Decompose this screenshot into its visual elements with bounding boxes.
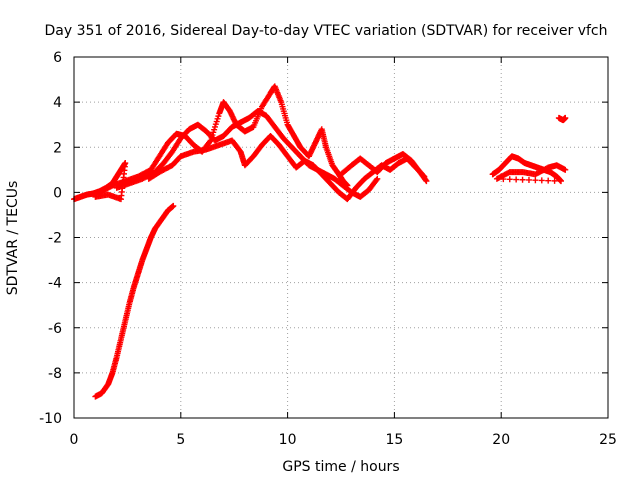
x-tick-label: 20 bbox=[492, 432, 510, 448]
y-tick-label: 6 bbox=[53, 50, 62, 66]
point-marker bbox=[213, 118, 220, 125]
x-tick-label: 5 bbox=[176, 432, 185, 448]
y-ticks: -10 -8 -6 -4 -2 0 2 4 6 bbox=[39, 50, 608, 427]
point-marker bbox=[538, 177, 545, 184]
y-tick-label: 0 bbox=[53, 185, 62, 201]
point-marker bbox=[170, 202, 177, 209]
point-marker bbox=[211, 123, 218, 130]
series-steep-rise bbox=[92, 202, 177, 400]
point-marker bbox=[562, 166, 569, 173]
point-marker bbox=[423, 178, 430, 185]
x-tick-label: 10 bbox=[279, 432, 297, 448]
y-tick-label: -6 bbox=[48, 321, 62, 337]
x-tick-label: 25 bbox=[599, 432, 617, 448]
point-marker bbox=[374, 175, 381, 182]
point-marker bbox=[545, 177, 552, 184]
point-marker bbox=[206, 138, 213, 145]
x-tick-label: 15 bbox=[385, 432, 403, 448]
x-axis-label: GPS time / hours bbox=[282, 459, 399, 475]
grid bbox=[74, 57, 608, 418]
y-tick-label: 2 bbox=[53, 140, 62, 156]
point-marker bbox=[92, 193, 99, 200]
y-tick-label: -8 bbox=[48, 366, 62, 382]
point-marker bbox=[373, 176, 380, 183]
plot-frame bbox=[73, 56, 609, 419]
series-upper-arc-b bbox=[113, 108, 381, 200]
point-marker bbox=[506, 176, 513, 183]
point-marker bbox=[214, 115, 221, 122]
series-late-hours bbox=[338, 151, 430, 185]
series-outlier bbox=[555, 114, 569, 124]
point-marker bbox=[519, 176, 526, 183]
x-ticks: 0 5 10 15 20 25 bbox=[70, 57, 617, 448]
y-tick-label: -10 bbox=[39, 411, 62, 427]
point-marker bbox=[211, 126, 218, 133]
point-marker bbox=[513, 176, 520, 183]
y-tick-label: 4 bbox=[53, 95, 62, 111]
x-tick-label: 0 bbox=[70, 432, 79, 448]
point-marker bbox=[210, 129, 217, 136]
y-tick-label: -4 bbox=[48, 276, 62, 292]
chart-title: Day 351 of 2016, Sidereal Day-to-day VTE… bbox=[44, 23, 607, 39]
point-marker bbox=[215, 113, 222, 120]
y-tick-label: -2 bbox=[48, 231, 62, 247]
point-marker bbox=[212, 121, 219, 128]
point-marker bbox=[532, 177, 539, 184]
point-marker bbox=[551, 177, 558, 184]
y-axis-label: SDTVAR / TECUs bbox=[5, 181, 21, 296]
point-marker bbox=[562, 114, 569, 121]
series-evening-cluster bbox=[489, 153, 569, 185]
point-marker bbox=[558, 178, 565, 185]
series-upper-arc-a bbox=[96, 83, 351, 196]
data-points bbox=[71, 83, 569, 400]
point-marker bbox=[525, 176, 532, 183]
